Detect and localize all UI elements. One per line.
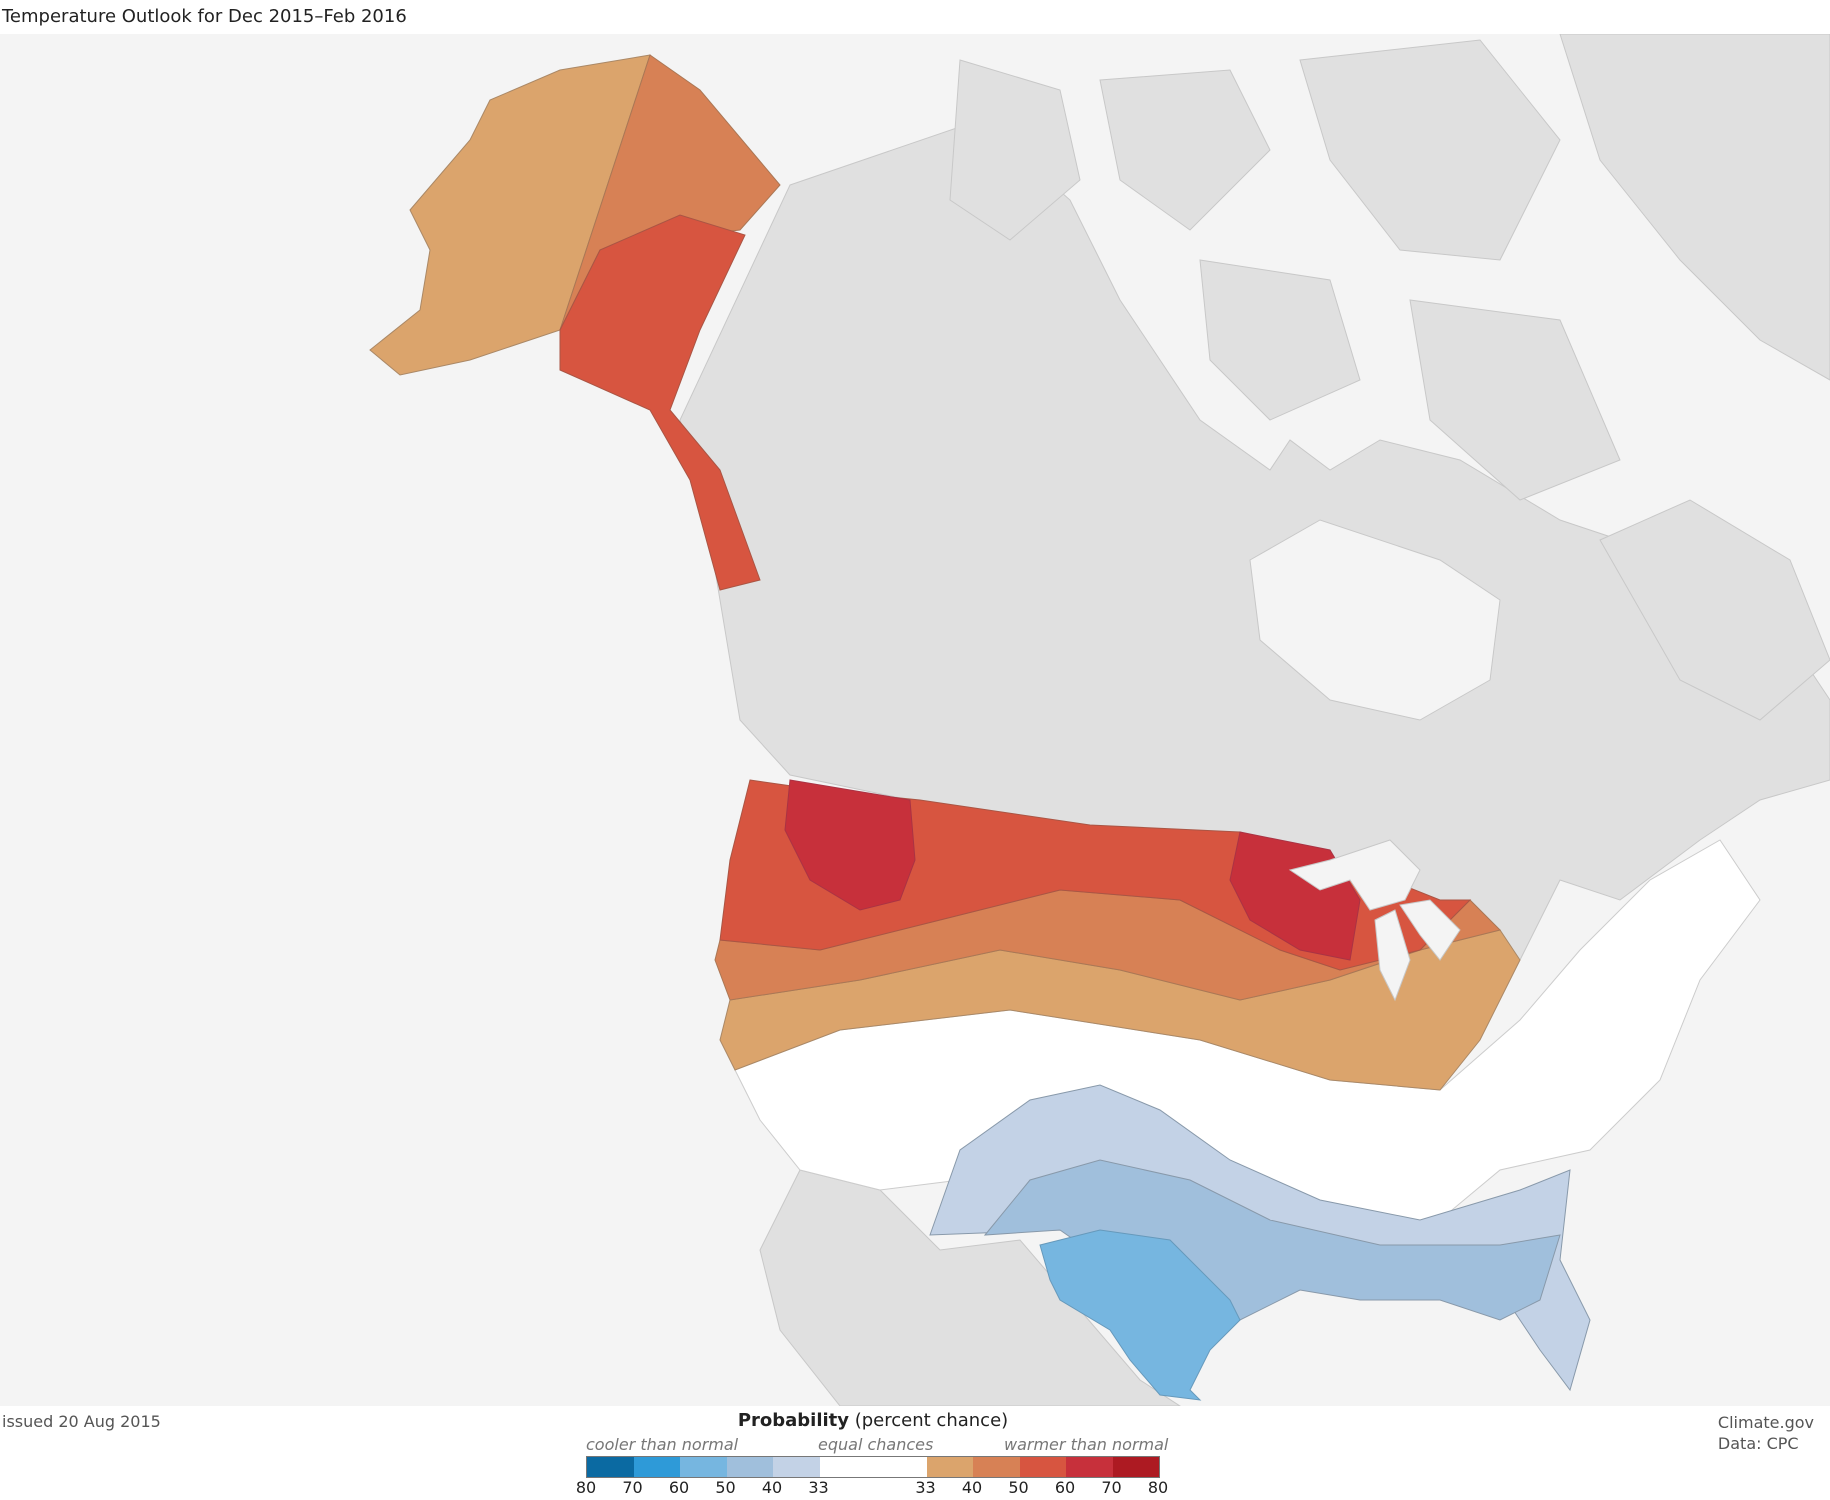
mexico (759, 1169, 1181, 1406)
legend-warm-swatch-3 (1066, 1457, 1113, 1477)
legend-tick-warm-3: 60 (1054, 1478, 1076, 1497)
map-title: Temperature Outlook for Dec 2015–Feb 201… (2, 6, 407, 27)
texas-cool-50-60 (1039, 1229, 1241, 1401)
legend-warm-swatch-0 (926, 1457, 973, 1477)
legend-tick-cool-1: 70 (622, 1478, 643, 1497)
credit-data: Data: CPC (1717, 1434, 1799, 1453)
legend-warm-swatch-2 (1019, 1457, 1066, 1477)
legend-warm-swatch-4 (1112, 1457, 1159, 1477)
credits: Climate.gov Data: CPC (1718, 1412, 1814, 1454)
legend-equal-label: equal chances (818, 1435, 934, 1454)
legend-tick-cool-3: 50 (715, 1478, 736, 1497)
legend-cool-swatch-1 (633, 1457, 680, 1477)
map-svg (369, 34, 1830, 1406)
legend-warmer-label: warmer than normal (1004, 1435, 1169, 1454)
legend-tick-warm-5: 80 (1147, 1478, 1169, 1497)
credit-source[interactable]: Climate.gov (1717, 1413, 1814, 1432)
legend-title-bold: Probability (737, 1410, 850, 1431)
legend-title-rest: (percent chance) (849, 1410, 1009, 1431)
legend-warm-swatch-1 (973, 1457, 1020, 1477)
legend-cooler-label: cooler than normal (586, 1435, 739, 1454)
legend-tick-warm-2: 50 (1008, 1478, 1029, 1497)
legend-tick-cool-5: 33 (808, 1478, 829, 1497)
map-canvas[interactable] (0, 34, 1830, 1406)
legend-cool-swatch-2 (680, 1457, 727, 1477)
legend-tick-cool-0: 80 (575, 1478, 597, 1497)
legend-ticks: 80 70 60 50 40 33 33 40 50 60 70 80 (0, 1475, 1830, 1500)
legend-equal-swatch (819, 1457, 927, 1477)
legend-color-bar (586, 1456, 1160, 1478)
pacific-northwest-60-70 (784, 779, 916, 911)
legend-title: Probability (percent chance) (0, 1410, 1746, 1431)
legend-tick-warm-0: 33 (915, 1478, 936, 1497)
legend-cool-swatch-0 (587, 1457, 634, 1477)
legend-tick-warm-1: 40 (961, 1478, 983, 1497)
hudson-bay (1249, 519, 1501, 721)
greenland (1559, 34, 1830, 381)
alaska-east (559, 214, 761, 591)
legend-tick-cool-2: 60 (668, 1478, 690, 1497)
arctic-islands (949, 39, 1621, 501)
legend-tick-warm-4: 70 (1101, 1478, 1122, 1497)
issued-date: issued 20 Aug 2015 (2, 1412, 161, 1431)
legend-cool-swatch-3 (726, 1457, 773, 1477)
great-lakes (1288, 839, 1461, 1002)
labrador-east (1599, 499, 1830, 721)
legend-tick-cool-4: 40 (761, 1478, 783, 1497)
legend-cool-swatch-4 (773, 1457, 820, 1477)
